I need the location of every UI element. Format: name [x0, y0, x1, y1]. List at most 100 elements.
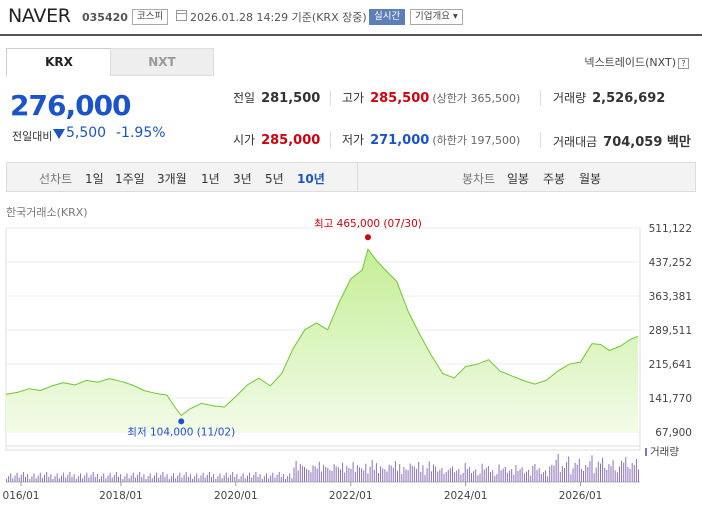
price-chart[interactable]: 511,122 437,252 363,381 289,511 215,641 141,7… [0, 210, 702, 507]
stat-amount: 거래대금 704,059 백만 [553, 131, 691, 150]
volume-bar [449, 468, 451, 482]
volume-bar [452, 466, 453, 482]
volume-bar [164, 476, 166, 482]
volume-bar [574, 462, 576, 482]
period-1w[interactable]: 1주일 [115, 172, 145, 186]
period-10y[interactable]: 10년 [297, 172, 325, 186]
divider [330, 90, 331, 106]
volume-bar [424, 475, 426, 482]
volume-bar [576, 464, 578, 482]
period-1y[interactable]: 1년 [201, 172, 220, 186]
volume-bar [549, 466, 551, 482]
volume-bar [179, 472, 181, 482]
volume-bar [101, 476, 103, 482]
volume-bar [500, 470, 502, 482]
stat-high: 고가 285,500 (상한가 365,500) [342, 89, 520, 106]
volume-bar [627, 467, 629, 482]
volume-bar [352, 462, 354, 482]
volume-bar [251, 477, 253, 482]
volume-bar [257, 476, 259, 482]
volume-bar [570, 474, 572, 482]
volume-bar [392, 467, 394, 482]
volume-bar [623, 462, 625, 482]
volume-bar [82, 478, 84, 482]
tab-krx[interactable]: KRX [6, 48, 112, 76]
volume-bar [173, 473, 174, 482]
tab-nxt[interactable]: NXT [110, 48, 214, 76]
volume-bar [475, 469, 477, 482]
nxt-link[interactable]: 넥스트레이드(NXT)? [584, 54, 689, 70]
volume-bar [35, 478, 37, 482]
stat-sub: (하한가 197,500) [432, 134, 521, 147]
candle-monthly[interactable]: 월봉 [579, 172, 602, 186]
volume-bar [94, 476, 96, 482]
volume-bar [359, 467, 360, 482]
volume-bar [528, 469, 530, 482]
period-3y[interactable]: 3년 [233, 172, 252, 186]
volume-bar [420, 471, 422, 482]
volume-bar [253, 474, 255, 482]
volume-bar [589, 461, 591, 482]
volume-bar [566, 462, 568, 482]
volume-bar [468, 467, 470, 482]
volume-bar [255, 472, 257, 482]
volume-bar [638, 469, 639, 482]
volume-bar [143, 474, 145, 482]
volume-bar [20, 474, 22, 482]
company-overview-button[interactable]: 기업개요 ▾ [410, 9, 463, 25]
volume-bar [511, 469, 513, 482]
volume-bar [198, 478, 200, 482]
period-5y[interactable]: 5년 [265, 172, 284, 186]
volume-bars [6, 454, 639, 482]
volume-bar [382, 468, 384, 482]
volume-bar [506, 472, 508, 482]
volume-bar [498, 464, 500, 482]
volume-bar [272, 472, 274, 482]
realtime-button[interactable]: 실시간 [369, 9, 406, 25]
help-icon[interactable]: ? [678, 58, 689, 69]
volume-bar [464, 463, 466, 482]
volume-bar [185, 472, 187, 482]
volume-bar [73, 474, 75, 482]
volume-bar [274, 477, 276, 482]
x-axis: 016/01 2018/01 2020/01 2022/01 2024/01 2026/0… [3, 482, 602, 502]
volume-bar [597, 461, 599, 482]
volume-bar [547, 476, 549, 482]
stat-low: 저가 271,000 (하한가 197,500) [342, 131, 520, 148]
volume-bar [542, 472, 544, 482]
volume-bar [439, 469, 441, 482]
volume-bar [397, 470, 398, 482]
volume-bar [39, 472, 41, 482]
volume-bar [75, 479, 77, 482]
volume-bar [80, 473, 81, 482]
down-triangle-icon [53, 129, 65, 139]
volume-bar [325, 467, 327, 482]
volume-bar [538, 468, 540, 482]
volume-bar [147, 476, 149, 482]
candle-weekly[interactable]: 주봉 [543, 172, 566, 186]
volume-bar [18, 477, 20, 482]
volume-bar [519, 469, 521, 482]
volume-bar [430, 471, 432, 482]
volume-bar [526, 471, 527, 482]
volume-bar [88, 477, 90, 482]
period-1d[interactable]: 1일 [85, 172, 104, 186]
period-3m[interactable]: 3개월 [157, 172, 187, 186]
volume-bar [604, 468, 606, 482]
volume-bar [521, 467, 523, 482]
volume-bar [428, 461, 430, 482]
volume-bar [386, 471, 388, 482]
volume-bar [168, 479, 170, 482]
line-chart-label: 선차트 [39, 172, 73, 186]
volume-bar [460, 474, 462, 482]
volume-bar [249, 472, 251, 482]
volume-bar [230, 474, 232, 482]
candle-daily[interactable]: 일봉 [507, 172, 530, 186]
volume-bar [388, 464, 390, 482]
stat-label: 거래량 [553, 91, 587, 105]
high-marker [364, 234, 371, 241]
y-axis: 511,122 437,252 363,381 289,511 215,641 141,7… [649, 223, 692, 439]
volume-bar [158, 477, 160, 482]
volume-bar [380, 466, 382, 482]
volume-bar [342, 462, 344, 482]
